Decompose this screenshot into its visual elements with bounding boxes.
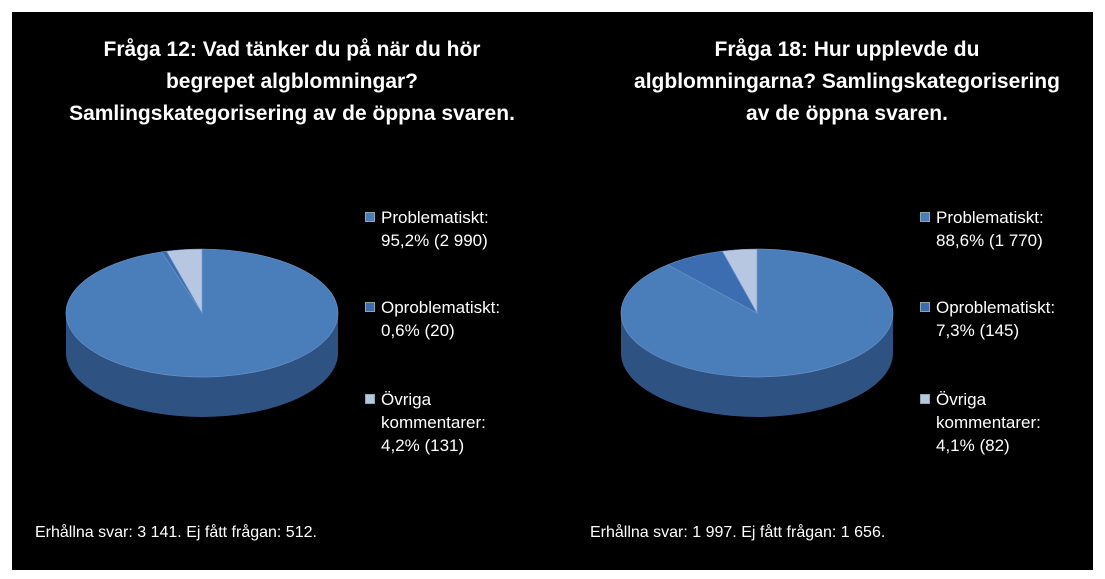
pie-depth — [66, 313, 338, 417]
legend-item: Problematiskt: 95,2% (2 990) — [365, 206, 515, 252]
legend-swatch — [920, 212, 930, 222]
legend-swatch — [365, 212, 375, 222]
legend-item: Oproblematiskt: 0,6% (20) — [365, 296, 515, 342]
legend-swatch — [365, 394, 375, 404]
legend-label: Oproblematiskt: — [936, 298, 1056, 317]
pie-slice — [166, 248, 203, 315]
chart-title: Fråga 18: Hur upplevde du algblomningarn… — [622, 34, 1072, 130]
note-text: Erhållna svar: 1 997. Ej fått frågan: 1 … — [590, 524, 886, 541]
legend-item: Oproblematiskt: 7,3% (145) — [920, 296, 1070, 342]
note: Erhållna svar: 3 141. Ej fått frågan: 51… — [35, 524, 317, 542]
legend-label: Problematiskt: — [936, 208, 1044, 227]
legend-item: Övriga kommentarer: 4,1% (82) — [920, 388, 1070, 457]
note-text: Erhållna svar: 3 141. Ej fått frågan: 51… — [35, 524, 317, 541]
legend-swatch — [920, 394, 930, 404]
chart-title-text: Fråga 12: Vad tänker du på när du hör be… — [69, 38, 515, 125]
legend-label: Problematiskt: — [381, 208, 489, 227]
legend-swatch — [365, 302, 375, 312]
legend-item: Övriga kommentarer: 4,2% (131) — [365, 388, 515, 457]
legend-value: 4,1% (82) — [936, 436, 1010, 455]
legend-value: 7,3% (145) — [936, 321, 1020, 340]
legend-value: 0,6% (20) — [381, 321, 455, 340]
chart-title-text: Fråga 18: Hur upplevde du algblomningarn… — [634, 38, 1060, 125]
pie-depth — [621, 313, 893, 417]
legend-label: Övriga kommentarer: — [936, 390, 1041, 432]
note: Erhållna svar: 1 997. Ej fått frågan: 1 … — [590, 524, 885, 542]
pie-slice — [721, 248, 758, 315]
legend-label: Oproblematiskt: — [381, 298, 501, 317]
chart-title: Fråga 12: Vad tänker du på när du hör be… — [67, 34, 517, 130]
legend-item: Problematiskt: 88,6% (1 770) — [920, 206, 1070, 252]
legend-value: 95,2% (2 990) — [381, 231, 488, 250]
legend-swatch — [920, 302, 930, 312]
legend-value: 4,2% (131) — [381, 436, 465, 455]
legend-label: Övriga kommentarer: — [381, 390, 486, 432]
legend-value: 88,6% (1 770) — [936, 231, 1043, 250]
